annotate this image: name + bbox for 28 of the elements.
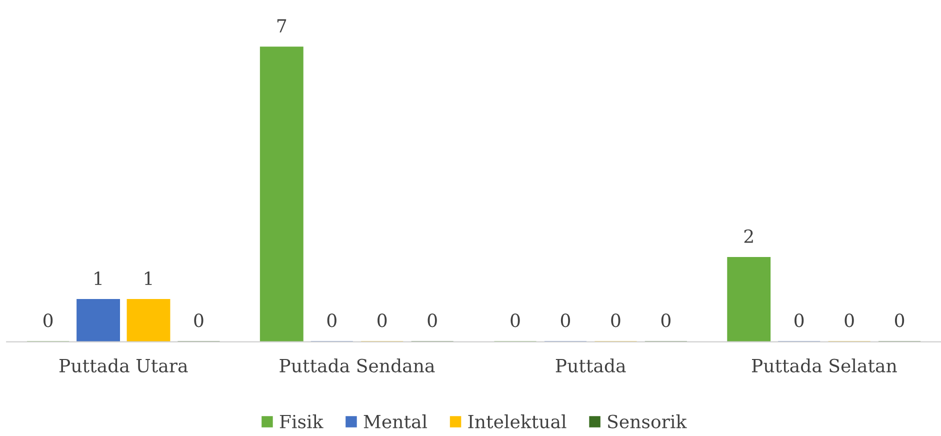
x-tick-label: Puttada Selatan (752, 358, 897, 372)
legend-label: Fisik (280, 414, 324, 428)
data-label: 7 (277, 19, 286, 32)
data-label: 0 (844, 314, 854, 328)
data-label: 0 (661, 314, 670, 328)
legend-label: Mental (364, 414, 428, 428)
data-label: 0 (560, 314, 570, 328)
data-label: 2 (744, 229, 753, 243)
data-label: 0 (428, 314, 437, 328)
data-label: 0 (894, 314, 904, 328)
data-label: 0 (327, 314, 336, 328)
data-label: 0 (794, 314, 804, 328)
legend-label: Sensorik (608, 414, 687, 428)
bar (126, 299, 170, 342)
data-label: 0 (44, 314, 53, 328)
data-label: 0 (378, 314, 387, 328)
bar (76, 299, 120, 342)
data-label: 1 (94, 271, 102, 285)
bar (727, 256, 771, 342)
legend-label: Intelektual (468, 414, 566, 428)
data-label: 0 (611, 314, 620, 328)
data-label: 0 (194, 314, 204, 328)
data-label: 0 (510, 314, 520, 328)
x-tick-label: Puttada (556, 358, 626, 372)
bar (260, 46, 304, 342)
x-tick-label: Puttada Sendana (280, 358, 435, 372)
data-label: 1 (144, 271, 152, 285)
x-tick-label: Puttada Utara (60, 358, 188, 372)
